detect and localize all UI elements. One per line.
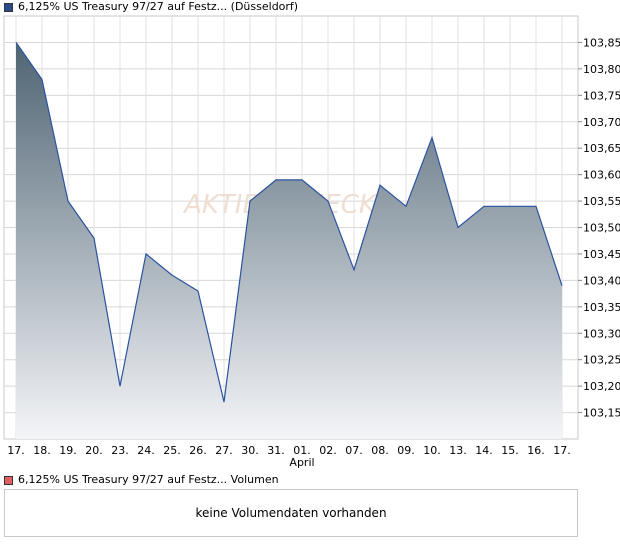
x-tick-label: 10. [423,444,441,457]
y-tick-label: 103,25 [583,354,620,367]
x-tick-label: 14. [475,444,493,457]
x-tick-label: 17. [553,444,571,457]
y-tick-label: 103,85 [583,36,620,49]
x-tick-label: 09. [397,444,415,457]
y-tick-label: 103,60 [583,169,620,182]
price-line [15,42,563,403]
x-month-label: April [289,456,314,469]
y-tick-label: 103,55 [583,195,620,208]
x-tick-label: 24. [137,444,155,457]
x-tick-label: 02. [319,444,337,457]
x-tick-label: 13. [449,444,467,457]
y-tick-label: 103,80 [583,63,620,76]
volume-panel: keine Volumendaten vorhanden [4,489,578,537]
volume-legend-label: 6,125% US Treasury 97/27 auf Festz... Vo… [18,473,279,486]
y-tick-label: 103,30 [583,327,620,340]
x-tick-label: 31. [267,444,285,457]
y-tick-label: 103,65 [583,142,620,155]
y-tick-label: 103,15 [583,407,620,420]
y-tick-label: 103,45 [583,248,620,261]
x-tick-label: 17. [7,444,25,457]
x-tick-label: 18. [33,444,51,457]
volume-empty-message: keine Volumendaten vorhanden [195,506,387,520]
y-tick-label: 103,50 [583,222,620,235]
x-tick-label: 08. [371,444,389,457]
y-tick-label: 103,40 [583,274,620,287]
x-tick-label: 23. [111,444,129,457]
x-axis: 17. 18. 19. 20. 23. 24. 25. 26. 27. 30. 31. 01.Apri… [7,444,571,469]
x-tick-label: 19. [59,444,77,457]
price-area [16,42,562,440]
x-tick-label: 25. [163,444,181,457]
y-tick-label: 103,20 [583,380,620,393]
price-legend: 6,125% US Treasury 97/27 auf Festz... (D… [4,0,298,14]
y-tick-label: 103,75 [583,89,620,102]
x-tick-label: 27. [215,444,233,457]
y-axis: 103,15 103,20 103,25 103,30 103,35 103,40 103,… [578,36,620,420]
y-tick-label: 103,35 [583,301,620,314]
price-legend-swatch [4,2,13,12]
y-tick-label: 103,70 [583,116,620,129]
price-chart: AKTIEN CHECK 103,15103,20103,25103,30103… [3,15,620,469]
x-tick-label: 20. [85,444,103,457]
price-legend-label: 6,125% US Treasury 97/27 auf Festz... (D… [18,0,299,13]
volume-legend: 6,125% US Treasury 97/27 auf Festz... Vo… [4,473,279,487]
x-tick-label: 16. [527,444,545,457]
x-tick-label: 30. [241,444,259,457]
volume-legend-swatch [4,475,13,485]
x-tick-label: 07. [345,444,363,457]
x-tick-label: 15. [501,444,519,457]
x-tick-label: 26. [189,444,207,457]
x-tick-label: 01. [293,444,311,457]
